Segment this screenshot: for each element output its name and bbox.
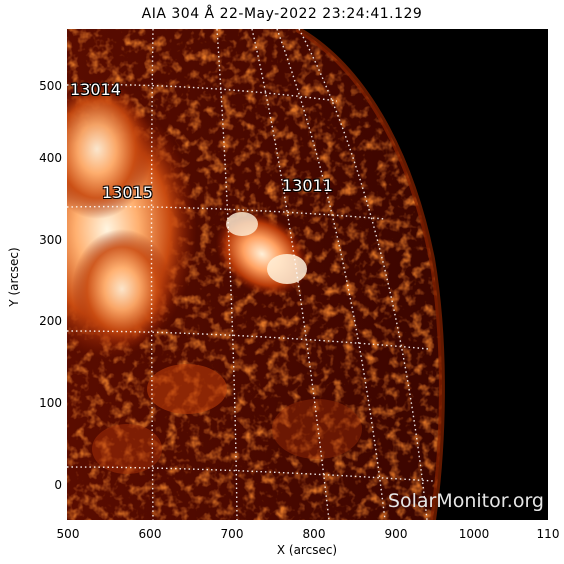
x-tick-1100: 110 <box>536 527 560 541</box>
image-title: AIA 304 Å 22-May-2022 23:24:41.129 <box>141 6 423 22</box>
solar-image-svg <box>67 29 445 520</box>
solar-disk <box>67 29 442 520</box>
y-tick-0: 0 <box>54 478 62 492</box>
x-tick-500: 500 <box>56 527 80 541</box>
solar-image: 13014 13015 13011 <box>67 29 548 520</box>
ar-label-13014: 13014 <box>70 80 121 99</box>
y-tick-400: 400 <box>39 151 62 165</box>
y-tick-200: 200 <box>39 314 62 328</box>
x-axis-label: X (arcsec) <box>276 543 338 557</box>
x-tick-1000: 1000 <box>458 527 490 541</box>
x-tick-900: 900 <box>384 527 408 541</box>
x-tick-700: 700 <box>220 527 244 541</box>
y-tick-500: 500 <box>39 79 62 93</box>
x-tick-600: 600 <box>138 527 162 541</box>
x-tick-800: 800 <box>302 527 326 541</box>
solar-limb <box>295 29 445 520</box>
y-axis-label: Y (arcsec) <box>7 247 21 307</box>
y-tick-100: 100 <box>39 396 62 410</box>
solarmonitor-watermark: SolarMonitor.org <box>387 490 544 512</box>
y-tick-300: 300 <box>39 233 62 247</box>
coordinate-grid <box>67 29 434 520</box>
ar-label-13015: 13015 <box>102 183 153 202</box>
ar-label-13011: 13011 <box>282 176 333 195</box>
